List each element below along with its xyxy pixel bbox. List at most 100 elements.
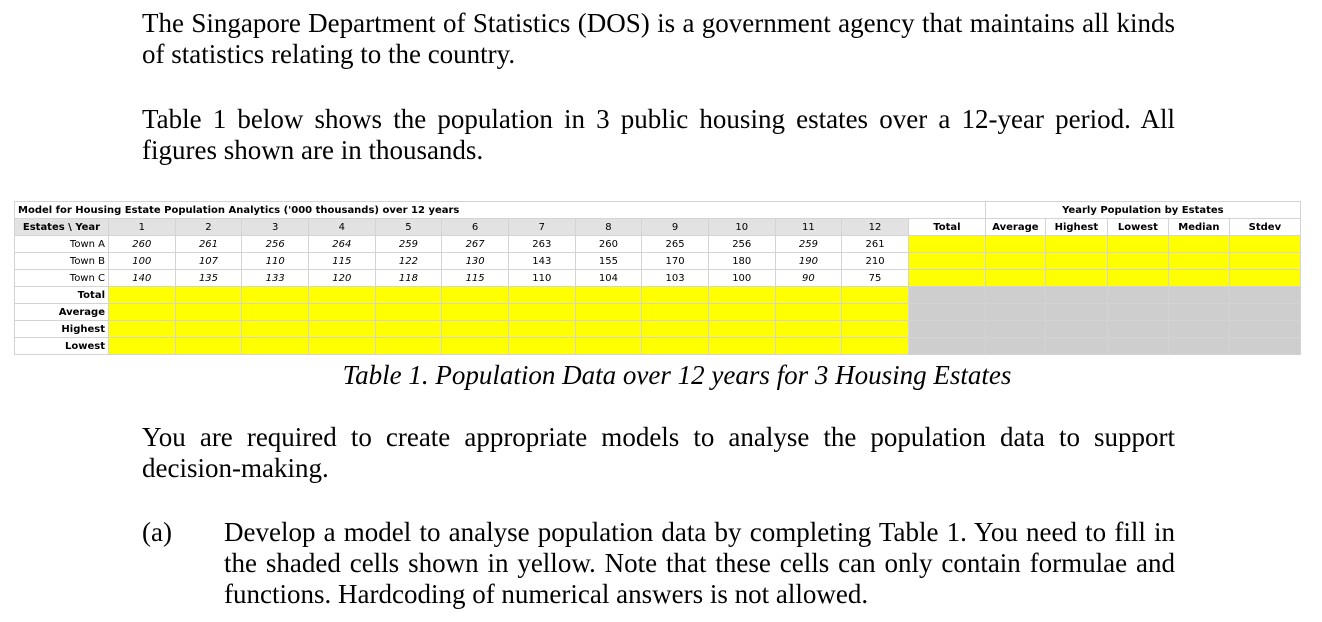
table-row: Highest xyxy=(14,320,1301,338)
row-label: Town A xyxy=(14,235,109,253)
input-cell xyxy=(108,337,176,355)
input-cell xyxy=(307,320,376,338)
data-cell: 90 xyxy=(774,269,843,287)
data-cell: 107 xyxy=(174,252,243,270)
blocked-cell xyxy=(984,337,1046,355)
data-cell: 259 xyxy=(374,235,443,253)
input-cell xyxy=(507,303,576,321)
data-cell: 140 xyxy=(108,269,176,287)
question-label: (a) xyxy=(142,517,172,547)
blocked-cell xyxy=(1044,303,1108,321)
blocked-cell xyxy=(907,337,986,355)
input-cell xyxy=(1044,269,1108,287)
row-label: Lowest xyxy=(14,337,109,355)
data-cell: 115 xyxy=(441,269,509,287)
blocked-cell xyxy=(1167,286,1230,304)
data-cell: 260 xyxy=(574,235,643,253)
table-caption: Table 1. Population Data over 12 years f… xyxy=(342,360,1012,390)
blocked-cell xyxy=(1044,286,1108,304)
data-cell: 115 xyxy=(307,252,376,270)
input-cell xyxy=(1106,252,1169,270)
input-cell xyxy=(574,320,643,338)
paragraph: Table 1 below shows the population in 3 … xyxy=(142,104,1175,165)
year-header: 12 xyxy=(841,218,909,236)
input-cell xyxy=(241,320,309,338)
blocked-cell xyxy=(1228,337,1301,355)
summary-title: Yearly Population by Estates xyxy=(984,201,1301,219)
data-cell: 104 xyxy=(574,269,643,287)
year-header: 8 xyxy=(574,218,643,236)
year-header: 11 xyxy=(774,218,843,236)
year-header: 3 xyxy=(241,218,309,236)
input-cell xyxy=(641,303,709,321)
table-row: Total xyxy=(14,286,1301,304)
input-cell xyxy=(841,303,909,321)
summary-header: Highest xyxy=(1044,218,1108,236)
data-cell: 259 xyxy=(774,235,843,253)
blocked-cell xyxy=(907,286,986,304)
header-label: Estates \ Year xyxy=(14,218,109,236)
table-row: Town A 260 261 256 264 259 267 263 260 265 256 259 2… xyxy=(14,235,1301,253)
table-row: Town C 140 135 133 120 118 115 110 104 103 100 90 75 xyxy=(14,269,1301,287)
input-cell xyxy=(374,303,443,321)
input-cell xyxy=(907,235,986,253)
input-cell xyxy=(307,303,376,321)
data-cell: 261 xyxy=(841,235,909,253)
input-cell xyxy=(441,286,509,304)
input-cell xyxy=(108,303,176,321)
input-cell xyxy=(174,286,243,304)
input-cell xyxy=(374,337,443,355)
data-cell: 100 xyxy=(108,252,176,270)
input-cell xyxy=(707,320,776,338)
data-cell: 155 xyxy=(574,252,643,270)
row-label: Town B xyxy=(14,252,109,270)
data-cell: 190 xyxy=(774,252,843,270)
input-cell xyxy=(1167,269,1230,287)
table-row: Lowest xyxy=(14,337,1301,355)
input-cell xyxy=(841,337,909,355)
blocked-cell xyxy=(1106,303,1169,321)
data-cell: 210 xyxy=(841,252,909,270)
blocked-cell xyxy=(1167,337,1230,355)
input-cell xyxy=(241,337,309,355)
data-cell: 267 xyxy=(441,235,509,253)
year-header: 4 xyxy=(307,218,376,236)
table-row: Average xyxy=(14,303,1301,321)
input-cell xyxy=(374,320,443,338)
year-header: 7 xyxy=(507,218,576,236)
input-cell xyxy=(641,286,709,304)
input-cell xyxy=(174,303,243,321)
input-cell xyxy=(841,320,909,338)
input-cell xyxy=(507,286,576,304)
data-cell: 103 xyxy=(641,269,709,287)
input-cell xyxy=(1044,235,1108,253)
row-label: Average xyxy=(14,303,109,321)
input-cell xyxy=(241,286,309,304)
data-cell: 75 xyxy=(841,269,909,287)
year-header: 6 xyxy=(441,218,509,236)
input-cell xyxy=(841,286,909,304)
question-text: Develop a model to analyse population da… xyxy=(224,517,1175,609)
blocked-cell xyxy=(1228,320,1301,338)
data-cell: 256 xyxy=(241,235,309,253)
year-header: 10 xyxy=(707,218,776,236)
data-cell: 143 xyxy=(507,252,576,270)
data-cell: 133 xyxy=(241,269,309,287)
data-cell: 265 xyxy=(641,235,709,253)
input-cell xyxy=(907,269,986,287)
table-title: Model for Housing Estate Population Anal… xyxy=(14,201,986,219)
input-cell xyxy=(641,320,709,338)
blocked-cell xyxy=(1106,320,1169,338)
data-cell: 170 xyxy=(641,252,709,270)
blocked-cell xyxy=(1106,286,1169,304)
data-cell: 122 xyxy=(374,252,443,270)
table-row: Town B 100 107 110 115 122 130 143 155 170 180 190 2… xyxy=(14,252,1301,270)
input-cell xyxy=(774,320,843,338)
input-cell xyxy=(707,286,776,304)
row-label: Total xyxy=(14,286,109,304)
input-cell xyxy=(1228,269,1301,287)
blocked-cell xyxy=(1167,320,1230,338)
blocked-cell xyxy=(984,303,1046,321)
input-cell xyxy=(1106,235,1169,253)
